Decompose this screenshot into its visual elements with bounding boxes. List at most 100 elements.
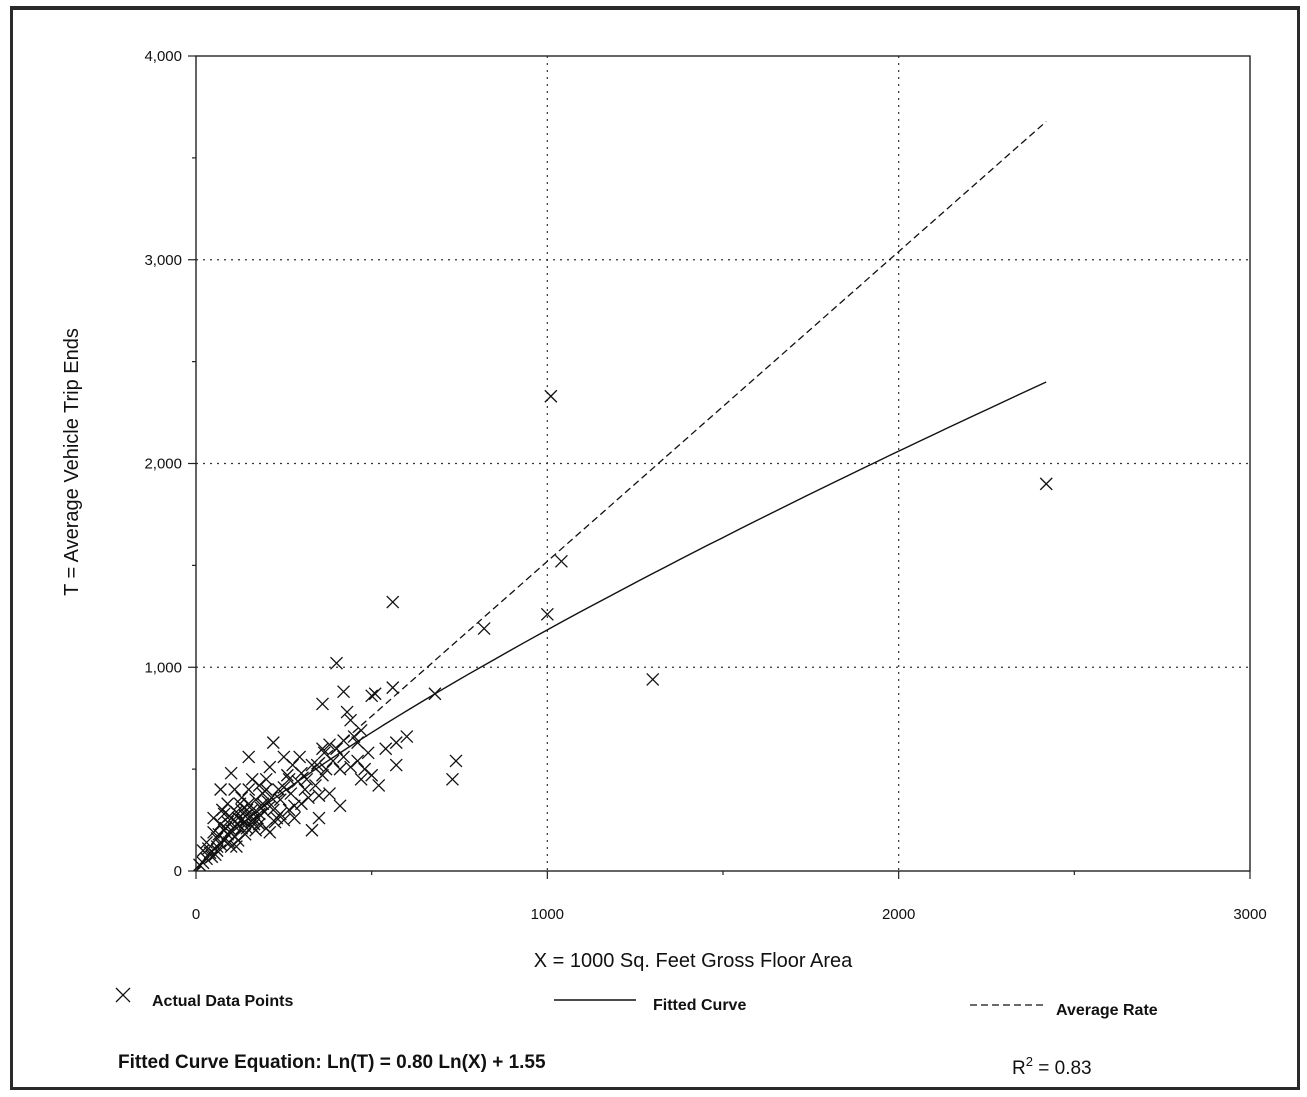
data-point-stroke — [266, 803, 280, 817]
data-point-marker — [365, 768, 379, 782]
data-point-stroke — [217, 807, 231, 821]
data-point-marker — [240, 803, 254, 817]
data-point-stroke — [365, 689, 379, 703]
data-point-stroke — [222, 836, 236, 849]
data-point-stroke — [252, 778, 266, 792]
r-squared-value: R2 = 0.83 — [1012, 1054, 1092, 1079]
data-point-marker — [273, 807, 287, 821]
data-point-stroke — [544, 389, 558, 403]
data-point-stroke — [351, 754, 365, 768]
data-point-marker — [229, 805, 243, 819]
data-point-stroke — [200, 836, 213, 849]
data-points — [193, 389, 1053, 872]
data-point-marker — [386, 681, 400, 695]
data-point-stroke — [224, 766, 238, 780]
data-point-marker — [330, 656, 343, 670]
data-point-stroke — [326, 754, 340, 768]
data-point-stroke — [323, 738, 336, 752]
x-tick-label: 1000 — [531, 906, 564, 923]
data-point-marker — [386, 595, 400, 609]
data-point-marker — [361, 746, 375, 760]
data-point-marker — [400, 730, 414, 743]
data-point-stroke — [365, 768, 379, 782]
data-point-stroke — [298, 783, 312, 796]
data-point-marker — [222, 836, 236, 849]
data-point-marker — [316, 742, 329, 756]
legend-average-label: Average Rate — [1056, 1002, 1158, 1019]
data-point-stroke — [282, 772, 296, 786]
data-point-stroke — [256, 787, 270, 801]
data-point-stroke — [287, 811, 301, 825]
data-point-marker — [347, 730, 361, 743]
data-point-marker — [316, 768, 329, 782]
data-point-stroke — [291, 774, 305, 788]
data-point-stroke — [389, 736, 403, 750]
data-point-marker — [282, 772, 296, 786]
data-point-marker — [205, 850, 219, 864]
data-point-stroke — [233, 797, 247, 811]
data-point-stroke — [477, 622, 491, 635]
data-point-marker — [389, 758, 403, 772]
data-point-marker — [266, 736, 280, 750]
data-point-marker — [365, 689, 379, 703]
data-point-marker — [449, 754, 463, 768]
data-point-marker — [301, 791, 315, 805]
data-point-marker — [310, 758, 324, 772]
y-tick-label: 2,000 — [144, 456, 182, 473]
y-tick-label: 0 — [174, 863, 182, 880]
data-point-stroke — [358, 762, 372, 776]
data-point-marker — [256, 787, 270, 801]
data-point-marker — [243, 809, 257, 823]
legend-points-marker-icon — [115, 987, 131, 1003]
r-squared-number: = 0.83 — [1033, 1058, 1092, 1079]
data-point-marker — [330, 742, 343, 756]
data-point-stroke — [400, 730, 414, 743]
data-point-stroke — [287, 799, 301, 813]
data-point-stroke — [330, 656, 343, 670]
data-point-marker — [554, 554, 568, 568]
data-point-marker — [428, 687, 442, 701]
data-point-marker — [263, 825, 277, 839]
data-point-stroke — [229, 805, 243, 819]
data-point-stroke — [386, 681, 400, 695]
data-point-marker — [544, 389, 558, 403]
data-point-marker — [646, 673, 660, 686]
data-point-stroke — [293, 750, 307, 764]
data-point-marker — [272, 783, 286, 796]
data-point-stroke — [272, 783, 286, 796]
data-point-stroke — [242, 783, 256, 796]
data-point-stroke — [247, 817, 261, 831]
data-point-marker — [372, 778, 386, 792]
data-point-stroke — [229, 840, 243, 854]
data-point-marker — [280, 768, 294, 782]
data-point-marker — [333, 762, 347, 776]
data-point-marker — [305, 823, 319, 837]
data-point-marker — [287, 799, 301, 813]
data-point-stroke — [386, 595, 400, 609]
data-point-marker — [196, 856, 210, 870]
data-point-marker — [316, 697, 329, 711]
data-point-stroke — [263, 760, 277, 774]
data-point-stroke — [361, 746, 375, 760]
legend-fitted-label: Fitted Curve — [653, 997, 746, 1014]
data-point-marker — [379, 742, 393, 756]
data-point-stroke — [205, 850, 219, 864]
y-tick-label: 3,000 — [144, 252, 182, 269]
data-point-stroke — [208, 848, 222, 862]
data-point-stroke — [268, 815, 282, 829]
data-point-marker — [201, 842, 215, 856]
data-point-stroke — [449, 754, 463, 768]
data-point-marker — [351, 736, 365, 750]
data-point-stroke — [214, 783, 228, 796]
data-point-marker — [287, 811, 301, 825]
data-point-stroke — [240, 821, 254, 835]
data-point-marker — [308, 778, 322, 792]
data-point-marker — [317, 746, 331, 760]
data-point-marker — [242, 783, 256, 796]
data-point-stroke — [207, 825, 221, 839]
data-point-marker — [540, 607, 554, 621]
data-point-marker — [229, 840, 243, 854]
data-point-marker — [312, 789, 326, 803]
average-rate-line — [195, 121, 1047, 872]
data-point-stroke — [319, 762, 333, 776]
